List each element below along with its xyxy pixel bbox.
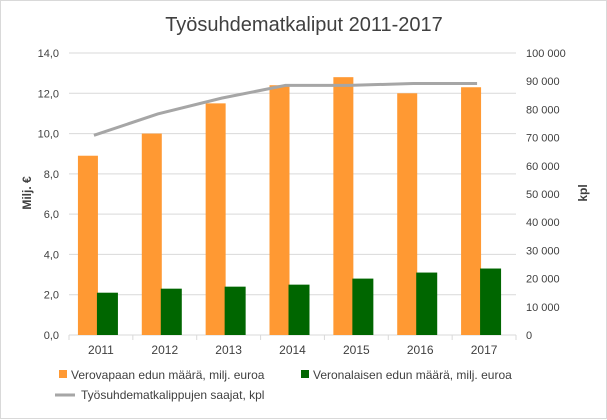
y2-tick-label: 70 000	[526, 133, 560, 145]
x-tick-label: 2017	[471, 343, 498, 357]
y2-tick-label: 80 000	[526, 104, 560, 116]
line-saajat	[93, 81, 478, 137]
x-tick-label: 2015	[343, 343, 370, 357]
bar-verovapaa	[141, 133, 162, 335]
x-tick-label: 2013	[215, 343, 242, 357]
bar-veronalainen	[160, 288, 182, 335]
bar-veronalainen	[352, 278, 374, 335]
y2-axis-label: kpl	[576, 184, 590, 201]
bar-veronalainen	[96, 292, 118, 335]
bar-verovapaa	[461, 87, 482, 335]
bar-veronalainen	[416, 272, 438, 335]
legend-label: Työsuhdematkalippujen saajat, kpl	[81, 388, 264, 402]
bar-verovapaa	[205, 103, 226, 335]
bar-veronalainen	[224, 286, 246, 335]
bar-veronalainen	[288, 284, 310, 335]
legend-label: Veronalaisen edun määrä, milj. euroa	[313, 368, 512, 382]
y-tick-label: 2,0	[44, 290, 59, 302]
legend-swatch	[301, 370, 309, 378]
y-axis-label: Milj. €	[20, 176, 34, 210]
y-tick-label: 10,0	[38, 129, 59, 141]
y2-tick-label: 30 000	[526, 245, 560, 257]
y2-tick-label: 0	[526, 330, 532, 342]
bar-veronalainen	[480, 268, 502, 335]
bar-verovapaa	[397, 93, 418, 336]
y2-tick-label: 60 000	[526, 161, 560, 173]
x-tick-label: 2014	[279, 343, 306, 357]
x-tick-label: 2012	[151, 343, 178, 357]
bar-verovapaa	[269, 85, 290, 335]
y2-tick-label: 90 000	[526, 76, 560, 88]
chart-title: Työsuhdematkaliput 2011-2017	[165, 14, 443, 36]
y-tick-label: 8,0	[44, 169, 59, 181]
y-tick-label: 6,0	[44, 209, 59, 221]
x-tick-label: 2016	[407, 343, 434, 357]
y2-tick-label: 100 000	[526, 48, 566, 60]
y2-tick-label: 40 000	[526, 217, 560, 229]
y-tick-label: 4,0	[44, 249, 59, 261]
y-tick-label: 12,0	[38, 88, 59, 100]
y-tick-label: 14,0	[38, 48, 59, 60]
y2-tick-label: 20 000	[526, 274, 560, 286]
bar-verovapaa	[77, 155, 98, 335]
y2-tick-label: 10 000	[526, 302, 560, 314]
y-tick-label: 0,0	[44, 330, 59, 342]
bar-verovapaa	[333, 77, 354, 336]
legend-swatch	[59, 370, 67, 378]
x-tick-label: 2011	[88, 343, 114, 357]
y2-tick-label: 50 000	[526, 189, 560, 201]
legend-label: Verovapaan edun määrä, milj. euroa	[71, 368, 265, 382]
